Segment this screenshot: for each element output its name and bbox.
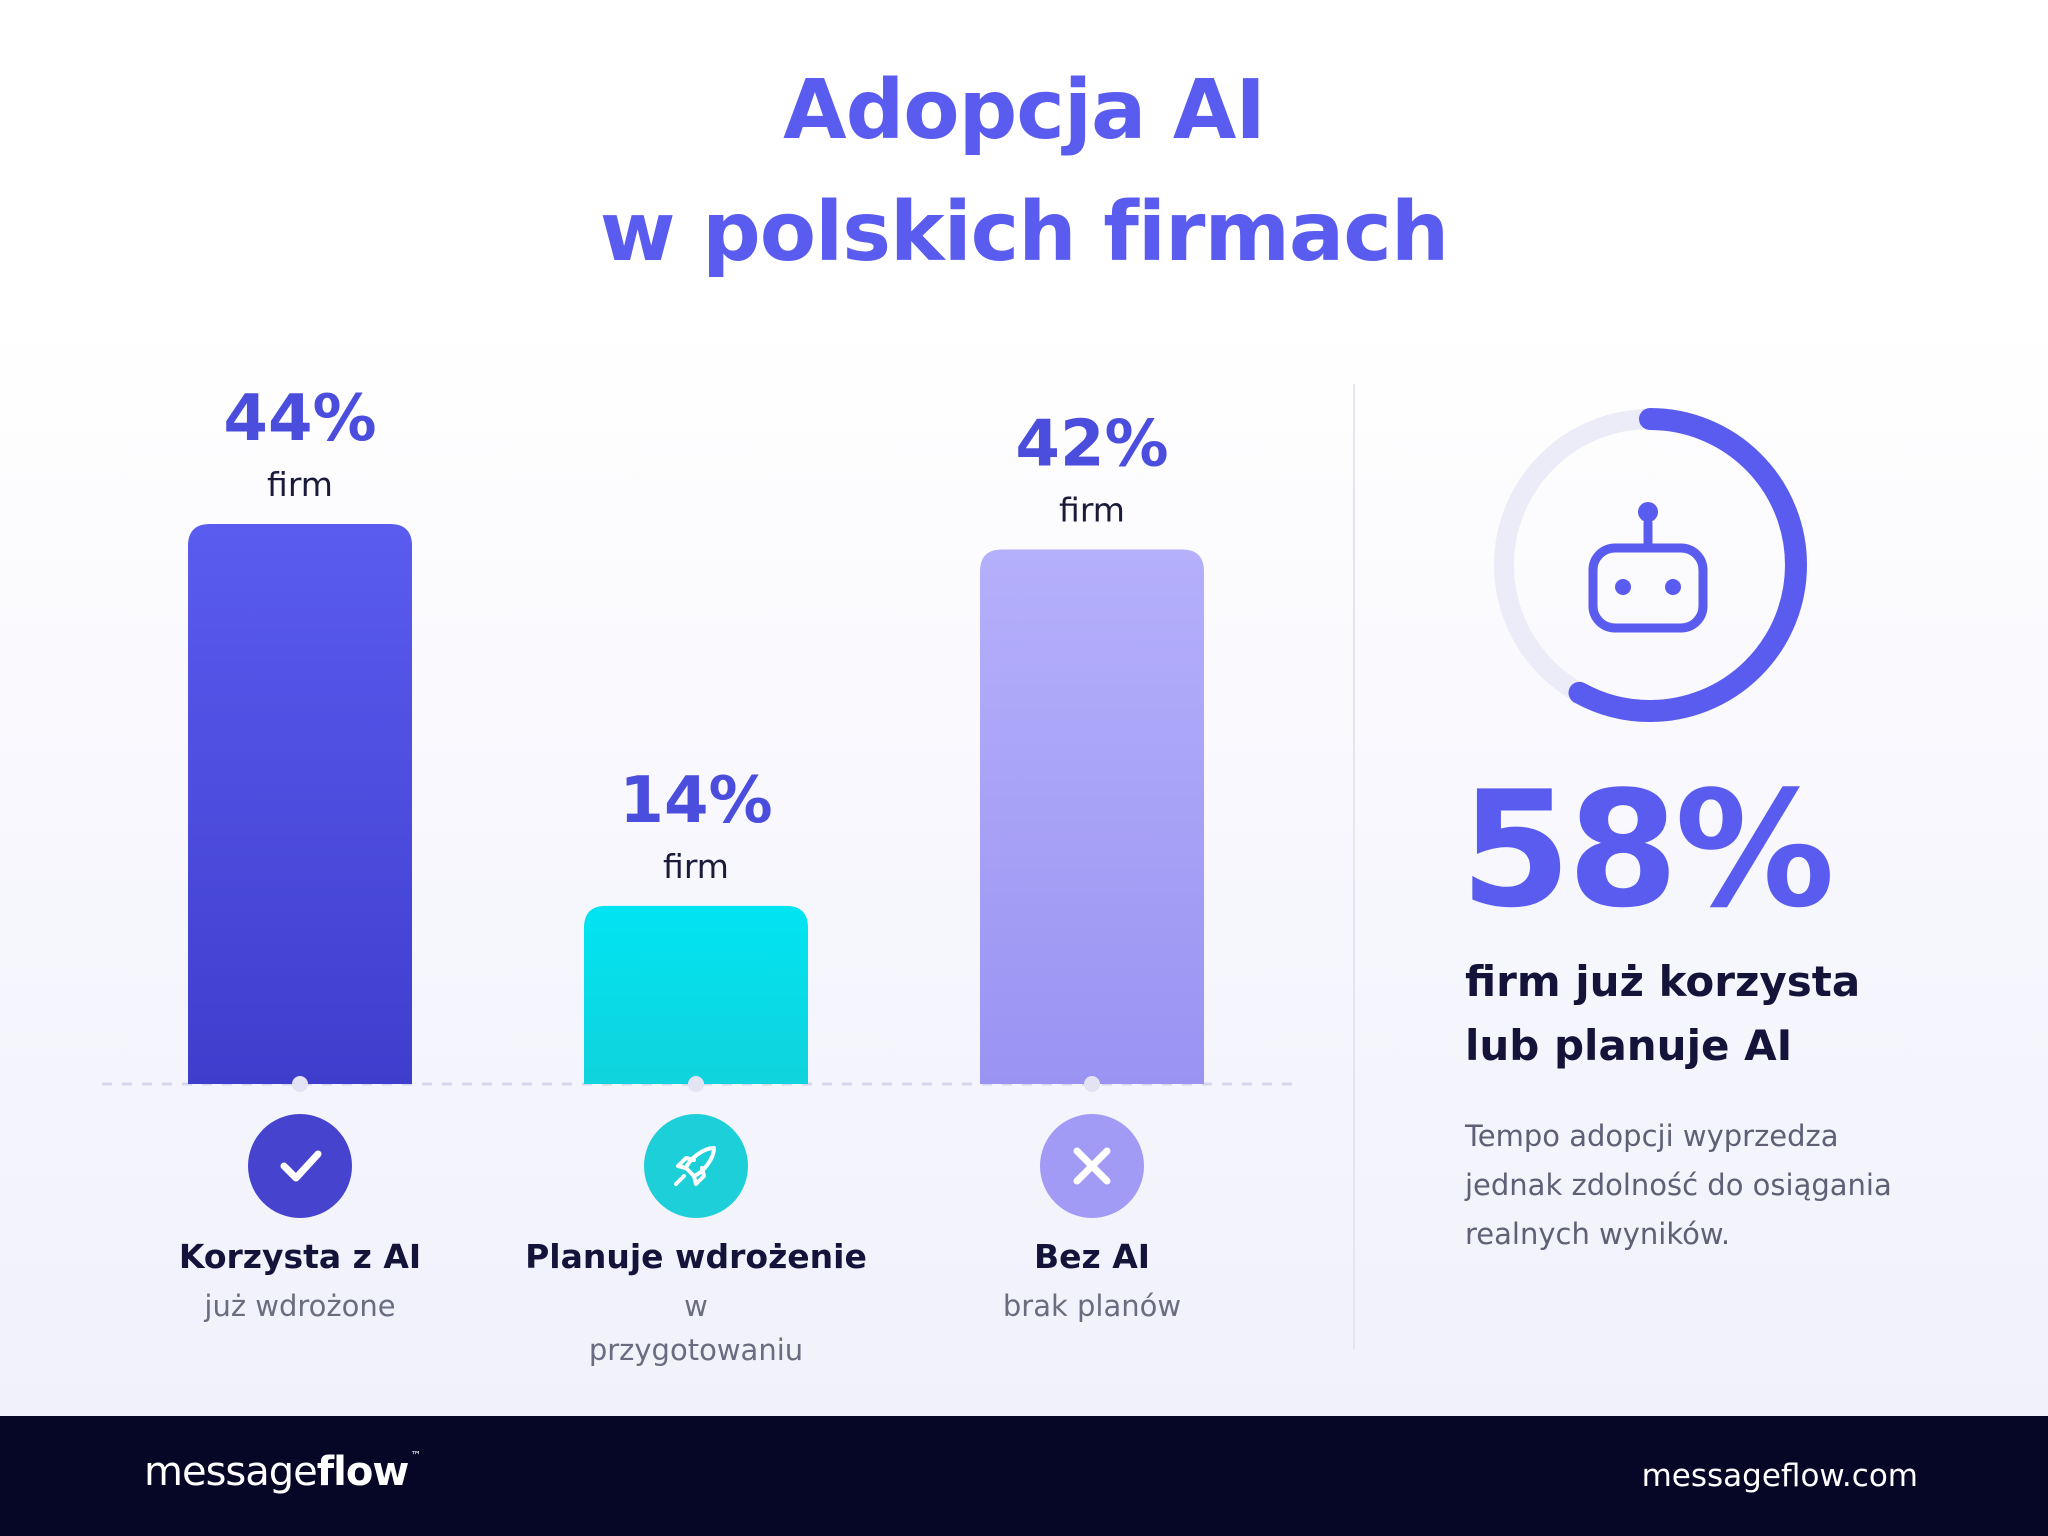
- rocket-icon: [674, 1146, 716, 1186]
- value-label-1: 44%: [223, 382, 376, 456]
- summary-desc-line-3: realnych wyników.: [1465, 1217, 1731, 1251]
- summary-percentage: 58%: [1460, 756, 1835, 943]
- category-label-2: Planuje wdrożenie: [525, 1237, 867, 1276]
- footer: messageflow ™ messageflow.com: [0, 1416, 2048, 1536]
- value-label-3: 42%: [1015, 407, 1168, 481]
- unit-label-3: firm: [1059, 490, 1125, 529]
- icon-badge-1: [248, 1114, 352, 1218]
- summary-label-line-2: lub planuje AI: [1465, 1021, 1793, 1070]
- summary-description: Tempo adopcji wyprzedza jednak zdolność …: [1465, 1112, 1985, 1259]
- page-title: Adopcja AI w polskich firmach: [0, 50, 2048, 294]
- bar-1: [188, 524, 412, 1084]
- progress-ring: [1493, 408, 1807, 722]
- baseline-marker-2: [688, 1076, 704, 1092]
- bar-chart: 44% firm Korzysta z AI już wdrożone 14% firm P…: [102, 382, 1292, 1367]
- robot-icon: [1588, 502, 1708, 633]
- title-line-2: w polskich firmach: [599, 185, 1449, 280]
- summary-desc-line-1: Tempo adopcji wyprzedza: [1465, 1119, 1839, 1153]
- brand-logo[interactable]: messageflow ™: [144, 1449, 421, 1495]
- vertical-divider: [1353, 384, 1355, 1350]
- summary-label-line-1: firm już korzysta: [1465, 957, 1861, 1006]
- check-icon: [280, 1150, 322, 1182]
- bar-2: [584, 905, 808, 1084]
- summary-desc-line-2: jednak zdolność do osiągania: [1465, 1168, 1892, 1202]
- baseline-marker-1: [292, 1076, 308, 1092]
- category-subtitle-1-1: już wdrożone: [203, 1289, 395, 1323]
- close-icon: [1073, 1147, 1111, 1185]
- baseline-marker-3: [1084, 1076, 1100, 1092]
- category-label-3: Bez AI: [1034, 1237, 1150, 1276]
- brand-trademark: ™: [410, 1449, 421, 1462]
- title-line-1: Adopcja AI: [783, 63, 1266, 158]
- website-link[interactable]: messageflow.com: [1641, 1458, 1918, 1494]
- category-subtitle-2-1: w: [684, 1289, 708, 1323]
- bar-3: [980, 549, 1204, 1084]
- icon-badge-2: [644, 1114, 748, 1218]
- brand-logo-part-1: message: [144, 1449, 318, 1495]
- value-label-2: 14%: [619, 764, 772, 838]
- unit-label-2: firm: [663, 847, 729, 886]
- ring-progress: [1493, 408, 1807, 722]
- category-subtitle-2-2: przygotowaniu: [589, 1333, 803, 1367]
- category-subtitle-3-1: brak planów: [1003, 1289, 1181, 1323]
- summary-label: firm już korzysta lub planuje AI: [1465, 950, 1985, 1078]
- unit-label-1: firm: [267, 465, 333, 504]
- brand-logo-part-2: flow: [316, 1449, 410, 1495]
- category-label-1: Korzysta z AI: [179, 1237, 421, 1276]
